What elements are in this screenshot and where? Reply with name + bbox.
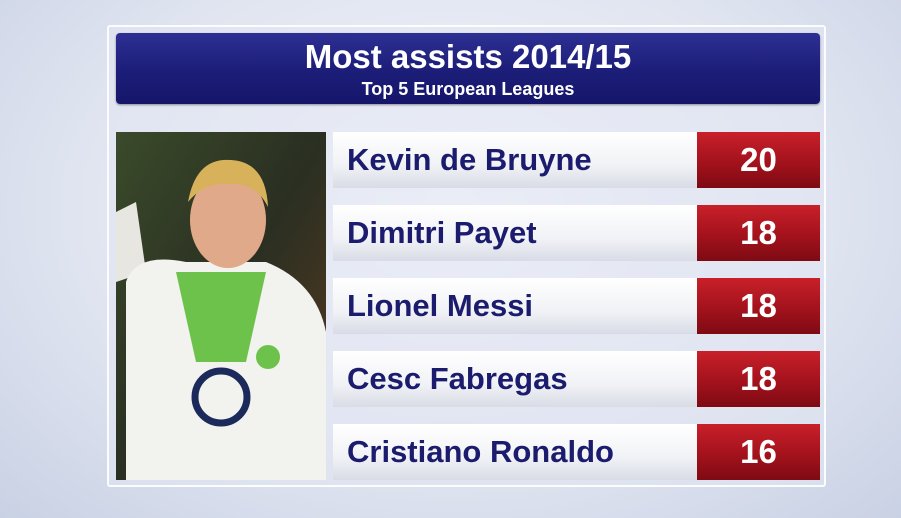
assist-count: 16 <box>697 424 820 480</box>
assist-count: 18 <box>697 351 820 407</box>
assist-count: 18 <box>697 205 820 261</box>
player-name: Dimitri Payet <box>333 205 697 261</box>
title: Most assists 2014/15 <box>304 38 632 75</box>
player-name: Lionel Messi <box>333 278 697 334</box>
subtitle: Top 5 European Leagues <box>361 79 575 99</box>
player-name: Kevin de Bruyne <box>333 132 697 188</box>
player-name: Cesc Fabregas <box>333 351 697 407</box>
assist-count: 20 <box>697 132 820 188</box>
player-name: Cristiano Ronaldo <box>333 424 697 480</box>
assist-count: 18 <box>697 278 820 334</box>
player-photo <box>116 132 326 480</box>
header: Most assists 2014/15 Top 5 European Leag… <box>116 33 820 104</box>
